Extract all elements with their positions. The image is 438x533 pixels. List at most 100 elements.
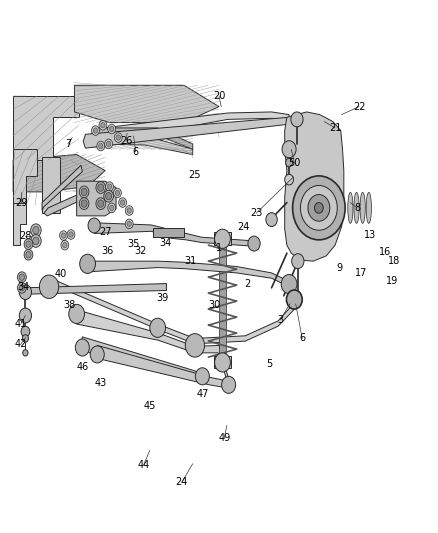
Circle shape — [92, 126, 99, 135]
Circle shape — [26, 241, 31, 247]
Circle shape — [96, 198, 106, 209]
Text: 30: 30 — [208, 300, 221, 310]
Text: 25: 25 — [189, 170, 201, 180]
Polygon shape — [24, 284, 166, 294]
Polygon shape — [13, 155, 105, 192]
Circle shape — [90, 346, 104, 363]
Circle shape — [33, 237, 39, 245]
Text: 22: 22 — [353, 102, 365, 111]
Text: 50: 50 — [288, 158, 300, 167]
Text: 32: 32 — [134, 246, 146, 255]
Circle shape — [19, 285, 25, 291]
Circle shape — [215, 353, 230, 372]
Circle shape — [125, 219, 133, 229]
Circle shape — [67, 230, 75, 239]
Text: 5: 5 — [266, 359, 272, 368]
Circle shape — [308, 195, 330, 221]
Circle shape — [18, 272, 26, 282]
Text: 1: 1 — [216, 243, 222, 253]
Text: 18: 18 — [388, 256, 400, 266]
Text: 27: 27 — [100, 227, 112, 237]
Text: 43: 43 — [95, 378, 107, 387]
Circle shape — [150, 318, 166, 337]
Polygon shape — [48, 278, 297, 344]
Polygon shape — [44, 182, 105, 216]
Circle shape — [120, 200, 125, 205]
Polygon shape — [77, 181, 116, 216]
Text: 44: 44 — [138, 460, 150, 470]
Circle shape — [291, 112, 303, 127]
Polygon shape — [285, 112, 344, 261]
Circle shape — [222, 376, 236, 393]
Bar — [42, 157, 60, 213]
Text: 21: 21 — [329, 123, 341, 133]
Text: 6: 6 — [133, 147, 139, 157]
Ellipse shape — [348, 192, 353, 223]
Polygon shape — [13, 149, 37, 205]
Circle shape — [33, 227, 39, 234]
Circle shape — [23, 350, 28, 356]
Circle shape — [60, 231, 67, 240]
Circle shape — [22, 335, 28, 342]
Text: 40: 40 — [54, 270, 67, 279]
Text: 13: 13 — [364, 230, 376, 239]
Circle shape — [61, 233, 66, 238]
Polygon shape — [42, 165, 82, 211]
Circle shape — [106, 141, 111, 147]
Polygon shape — [83, 117, 289, 148]
Circle shape — [127, 221, 131, 227]
Circle shape — [31, 235, 41, 247]
Text: 34: 34 — [17, 282, 29, 292]
Text: 39: 39 — [157, 294, 169, 303]
Circle shape — [63, 243, 67, 248]
Circle shape — [39, 275, 59, 298]
Circle shape — [293, 176, 345, 240]
Circle shape — [285, 174, 293, 185]
Circle shape — [125, 206, 133, 215]
Circle shape — [80, 254, 95, 273]
Circle shape — [248, 236, 260, 251]
Bar — [214, 356, 231, 368]
Circle shape — [79, 186, 89, 198]
Text: 19: 19 — [386, 277, 398, 286]
Circle shape — [19, 308, 32, 323]
Ellipse shape — [360, 192, 365, 223]
Circle shape — [61, 240, 69, 250]
Text: 34: 34 — [159, 238, 172, 247]
Circle shape — [105, 139, 113, 149]
Circle shape — [314, 203, 323, 213]
Polygon shape — [90, 112, 289, 144]
Circle shape — [75, 339, 89, 356]
Circle shape — [119, 198, 127, 207]
Polygon shape — [74, 85, 219, 123]
Text: 6: 6 — [299, 334, 305, 343]
Circle shape — [215, 229, 230, 248]
Circle shape — [110, 126, 114, 132]
Bar — [219, 245, 226, 357]
Circle shape — [99, 143, 103, 149]
Text: 49: 49 — [218, 433, 230, 443]
Polygon shape — [13, 203, 26, 245]
Circle shape — [286, 158, 293, 167]
Circle shape — [127, 208, 131, 213]
Text: 28: 28 — [19, 231, 32, 240]
Circle shape — [98, 200, 104, 207]
Text: 29: 29 — [16, 198, 28, 207]
Circle shape — [96, 182, 106, 193]
Circle shape — [69, 232, 73, 237]
Text: 26: 26 — [120, 136, 132, 146]
Circle shape — [115, 190, 120, 196]
Circle shape — [286, 290, 302, 309]
Circle shape — [88, 218, 100, 233]
Text: 31: 31 — [184, 256, 197, 266]
Bar — [214, 232, 231, 245]
Bar — [153, 228, 184, 237]
Circle shape — [99, 120, 107, 130]
Text: 47: 47 — [197, 390, 209, 399]
Circle shape — [31, 224, 41, 237]
Circle shape — [266, 213, 277, 227]
Text: 41: 41 — [15, 319, 27, 328]
Circle shape — [281, 274, 297, 294]
Polygon shape — [77, 310, 228, 383]
Circle shape — [19, 274, 25, 280]
